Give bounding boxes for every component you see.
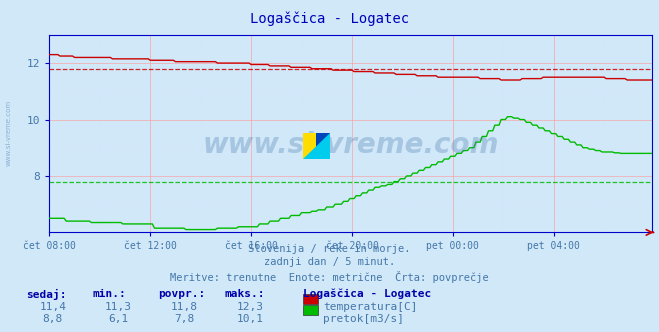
Text: 11,4: 11,4	[40, 302, 66, 312]
Text: 12,3: 12,3	[237, 302, 264, 312]
Text: www.si-vreme.com: www.si-vreme.com	[5, 100, 11, 166]
Text: pretok[m3/s]: pretok[m3/s]	[323, 314, 404, 324]
Text: 8,8: 8,8	[43, 314, 63, 324]
Text: sedaj:: sedaj:	[26, 289, 67, 300]
Text: temperatura[C]: temperatura[C]	[323, 302, 417, 312]
Text: Logaščica - Logatec: Logaščica - Logatec	[250, 12, 409, 26]
Text: www.si-vreme.com: www.si-vreme.com	[203, 131, 499, 159]
Text: 11,8: 11,8	[171, 302, 198, 312]
Text: maks.:: maks.:	[224, 289, 264, 299]
Bar	[316, 133, 330, 159]
Text: 7,8: 7,8	[175, 314, 194, 324]
Text: Logaščica - Logatec: Logaščica - Logatec	[303, 289, 432, 299]
Text: zadnji dan / 5 minut.: zadnji dan / 5 minut.	[264, 257, 395, 267]
Text: 6,1: 6,1	[109, 314, 129, 324]
Text: Meritve: trenutne  Enote: metrične  Črta: povprečje: Meritve: trenutne Enote: metrične Črta: …	[170, 271, 489, 283]
Text: 10,1: 10,1	[237, 314, 264, 324]
Text: min.:: min.:	[92, 289, 126, 299]
Text: povpr.:: povpr.:	[158, 289, 206, 299]
Bar	[303, 133, 316, 159]
Text: Slovenija / reke in morje.: Slovenija / reke in morje.	[248, 244, 411, 254]
Polygon shape	[303, 133, 330, 159]
Text: 11,3: 11,3	[105, 302, 132, 312]
